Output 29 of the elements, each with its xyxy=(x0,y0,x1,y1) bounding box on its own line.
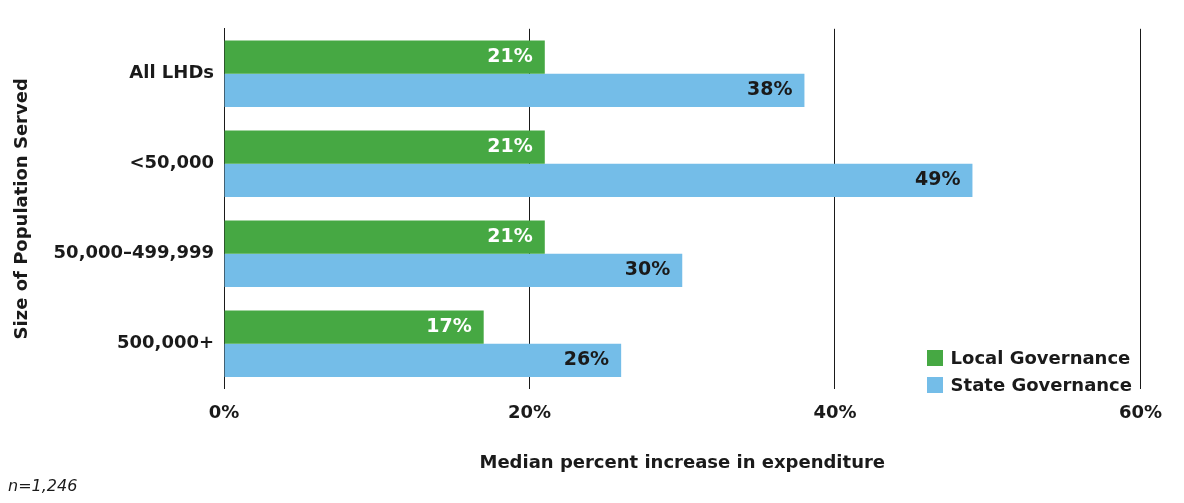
bar xyxy=(224,253,683,288)
bar xyxy=(224,73,805,108)
x-tick-label: 0% xyxy=(208,401,240,423)
bar xyxy=(224,40,545,74)
x-tick-label: 60% xyxy=(1118,401,1162,423)
data-label: 21% xyxy=(487,134,533,157)
legend-label: State Governance xyxy=(950,374,1132,395)
y-tick-label: 500,000+ xyxy=(116,331,215,353)
y-tick-label: 50,000–499,999 xyxy=(53,241,215,263)
data-label: 26% xyxy=(563,347,610,370)
x-tick-label: 20% xyxy=(507,401,552,423)
text: n=1,246 xyxy=(8,476,78,495)
y-tick-label: All LHDs xyxy=(129,61,215,83)
bar xyxy=(224,163,973,198)
data-label: 21% xyxy=(487,44,533,67)
bar xyxy=(224,130,545,164)
x-axis-title: Median percent increase in expenditure xyxy=(479,450,886,472)
bar xyxy=(224,343,622,378)
data-label: 30% xyxy=(624,257,671,280)
y-tick-label: <50,000 xyxy=(129,151,215,173)
legend-label: Local Governance xyxy=(950,347,1131,368)
bar xyxy=(224,220,545,254)
data-label: 49% xyxy=(914,167,961,190)
bar xyxy=(224,310,484,344)
y-axis-title: Size of Population Served xyxy=(10,78,32,340)
data-label: 17% xyxy=(426,314,472,337)
data-label: 38% xyxy=(746,77,793,100)
data-label: 21% xyxy=(487,224,533,247)
x-tick-label: 40% xyxy=(813,401,857,423)
